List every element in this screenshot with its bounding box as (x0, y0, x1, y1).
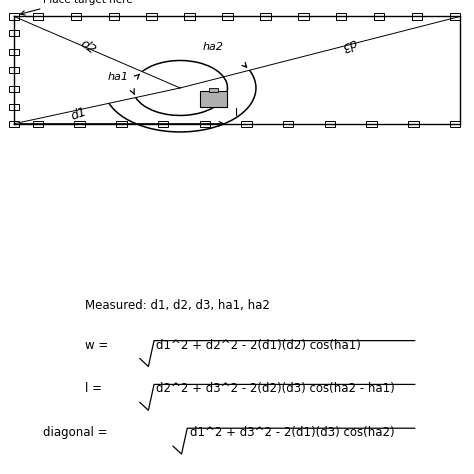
Bar (408, 121, 419, 127)
Bar (260, 13, 271, 19)
Text: d1: d1 (69, 105, 88, 123)
Bar (412, 13, 422, 19)
Text: d2: d2 (77, 37, 98, 57)
FancyBboxPatch shape (200, 91, 227, 107)
Bar (146, 13, 157, 19)
Text: l =: l = (85, 383, 102, 395)
Text: ha2: ha2 (203, 42, 224, 52)
Bar (9, 67, 19, 73)
Bar (33, 13, 43, 19)
Bar (200, 121, 210, 127)
Bar (9, 104, 19, 110)
Bar (9, 48, 19, 55)
Text: Measured: d1, d2, d3, ha1, ha2: Measured: d1, d2, d3, ha1, ha2 (85, 299, 270, 312)
Bar (325, 121, 335, 127)
Bar (33, 121, 43, 127)
Text: d3: d3 (338, 35, 358, 53)
Text: ha1: ha1 (108, 72, 129, 82)
Bar (9, 13, 19, 19)
Bar (74, 121, 85, 127)
Bar (374, 13, 384, 19)
Text: Place target here: Place target here (43, 0, 132, 6)
Bar (158, 121, 168, 127)
Bar (298, 13, 309, 19)
Text: d1^2 + d3^2 - 2(d1)(d3) cos(ha2): d1^2 + d3^2 - 2(d1)(d3) cos(ha2) (190, 426, 394, 439)
Bar (209, 88, 218, 92)
Bar (366, 121, 377, 127)
Text: w =: w = (85, 338, 109, 352)
Bar (336, 13, 346, 19)
Text: d2^2 + d3^2 - 2(d2)(d3) cos(ha2 - ha1): d2^2 + d3^2 - 2(d2)(d3) cos(ha2 - ha1) (156, 383, 395, 395)
Bar (283, 121, 293, 127)
Bar (9, 30, 19, 36)
Bar (450, 13, 460, 19)
Text: diagonal =: diagonal = (43, 426, 107, 439)
Text: d1^2 + d2^2 - 2(d1)(d2) cos(ha1): d1^2 + d2^2 - 2(d1)(d2) cos(ha1) (156, 338, 361, 352)
Bar (241, 121, 252, 127)
Bar (184, 13, 195, 19)
Text: l: l (236, 108, 238, 118)
Bar (9, 86, 19, 91)
Bar (222, 13, 233, 19)
Bar (109, 13, 119, 19)
Bar (116, 121, 127, 127)
Bar (450, 121, 460, 127)
Bar (9, 121, 19, 127)
Bar (71, 13, 81, 19)
